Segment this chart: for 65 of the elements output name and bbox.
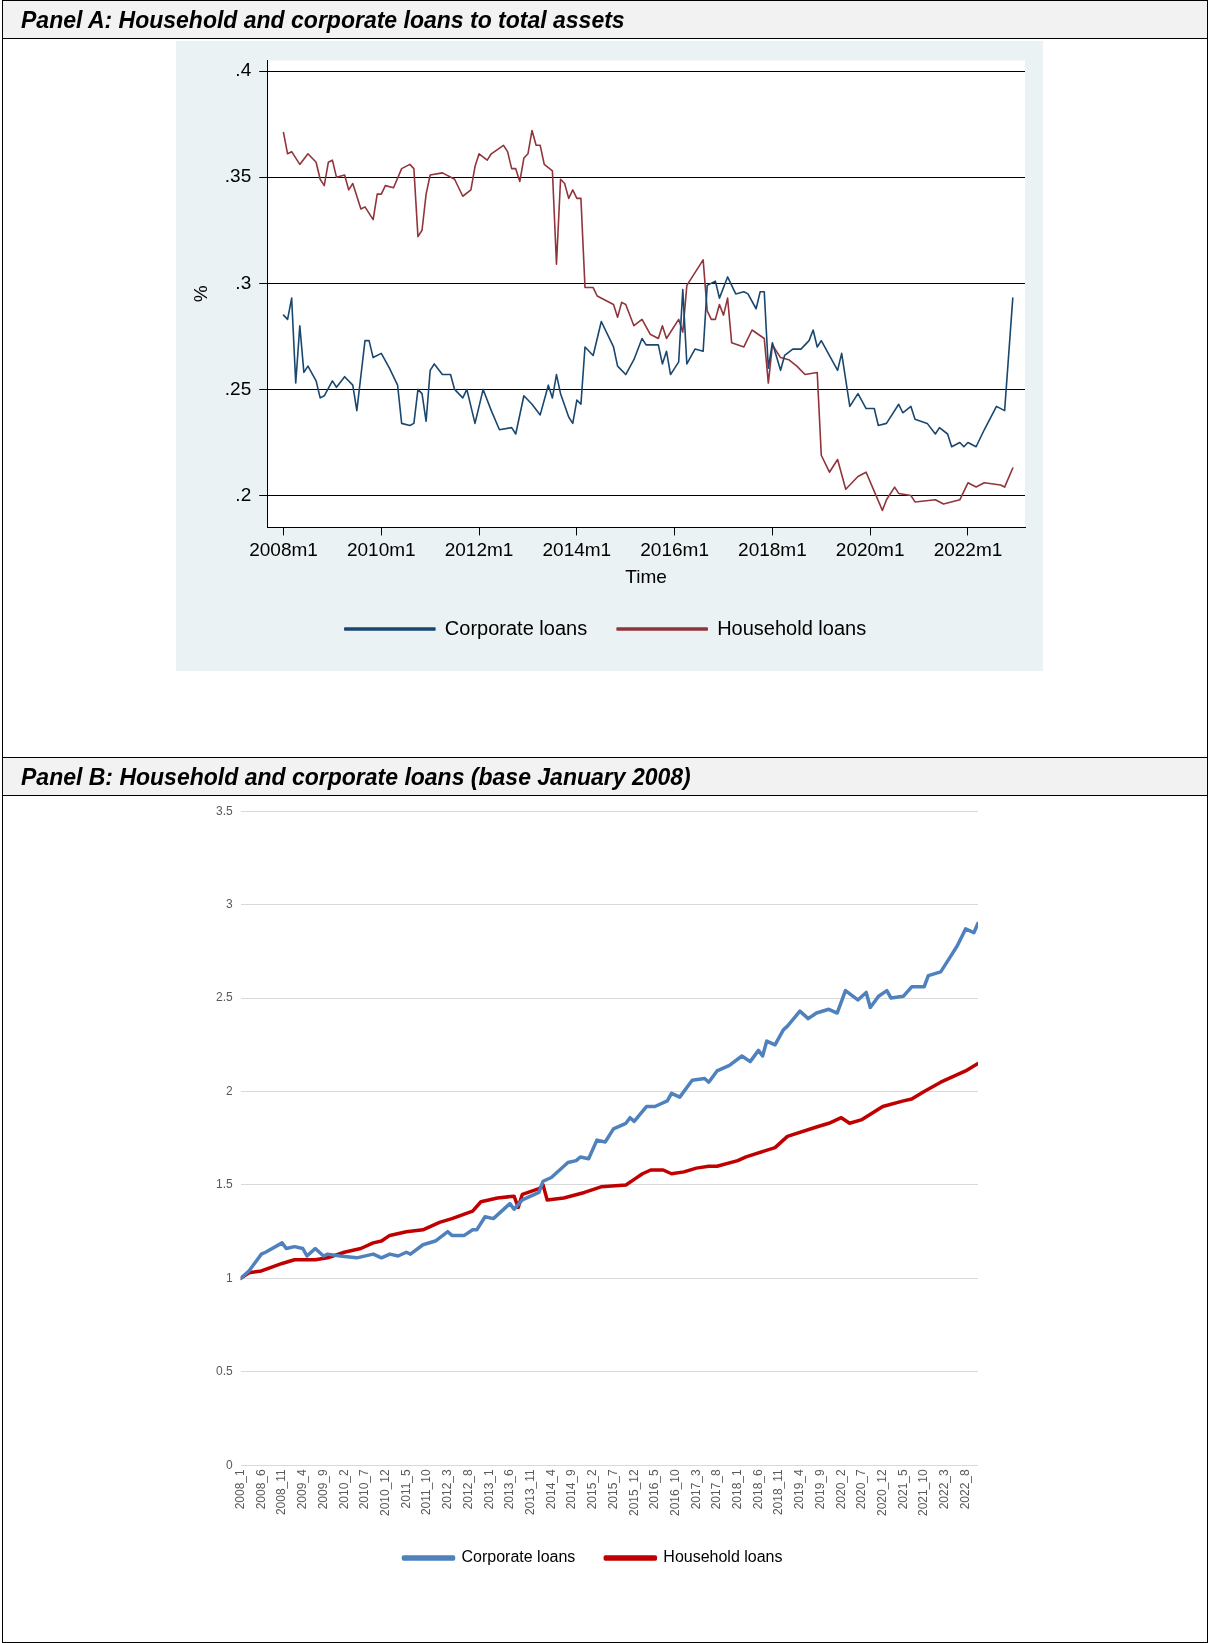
- legend-label: Corporate loans: [461, 1548, 576, 1566]
- y-tick-label: 1: [225, 1270, 233, 1285]
- y-tick-label: 2.5: [215, 990, 233, 1005]
- x-tick-label: 2014m1: [542, 539, 612, 561]
- x-tick-label: 2020m1: [835, 539, 905, 561]
- chart-title: Panel B: Household and corporate loans (base January 2008): [3, 758, 1207, 796]
- x-tick-label: 2012m1: [444, 539, 514, 561]
- x-tick-label: 2018_1: [730, 1468, 745, 1510]
- x-tick-label: 2015_2: [585, 1468, 600, 1510]
- y-tick-label: .2: [235, 483, 252, 505]
- x-tick-label: 2008_6: [253, 1468, 268, 1510]
- x-tick-label: 2015_12: [626, 1468, 641, 1516]
- x-tick-label: 2011_10: [419, 1468, 434, 1516]
- y-tick-label: 0.5: [215, 1364, 233, 1379]
- x-tick-label: 2015_7: [605, 1468, 620, 1510]
- x-tick-label: 2012_8: [460, 1468, 475, 1510]
- y-tick-label: 2: [225, 1083, 233, 1098]
- x-tick-label: 2012_3: [440, 1468, 455, 1510]
- x-tick-label: 2020_12: [875, 1468, 890, 1516]
- x-tick-label: 2017_8: [709, 1468, 724, 1510]
- y-tick-label: 0: [225, 1457, 233, 1472]
- y-tick-label: 3: [225, 896, 233, 911]
- x-axis-title: Time: [625, 565, 667, 587]
- x-tick-label: 2016m1: [640, 539, 709, 561]
- x-tick-label: 2008_1: [232, 1468, 247, 1510]
- x-tick-label: 2019_9: [812, 1468, 827, 1510]
- x-tick-label: 2020_7: [854, 1468, 869, 1510]
- x-tick-label: 2022_3: [937, 1468, 952, 1510]
- y-tick-label: 3.5: [215, 803, 233, 818]
- x-tick-label: 2020_2: [833, 1468, 848, 1510]
- x-tick-label: 2011_5: [398, 1468, 413, 1509]
- x-tick-label: 2016_10: [667, 1468, 682, 1516]
- x-tick-label: 2010_2: [336, 1468, 351, 1510]
- x-tick-label: 2014_4: [543, 1468, 558, 1510]
- legend-label: Household loans: [717, 616, 867, 639]
- x-tick-label: 2009_9: [315, 1468, 330, 1510]
- x-tick-label: 2018_11: [771, 1468, 786, 1516]
- legend-label: Household loans: [663, 1548, 783, 1566]
- y-axis-title: %: [189, 285, 211, 303]
- legend-label: Corporate loans: [444, 616, 588, 639]
- y-tick-label: .3: [235, 271, 252, 293]
- x-tick-label: 2014_9: [564, 1468, 579, 1510]
- x-tick-label: 2022m1: [933, 539, 1003, 561]
- y-tick-label: .35: [224, 165, 252, 187]
- x-tick-label: 2017_3: [688, 1468, 703, 1510]
- y-tick-label: .25: [224, 377, 252, 399]
- x-tick-label: 2021_10: [916, 1468, 931, 1516]
- x-tick-label: 2013_1: [481, 1468, 496, 1510]
- x-tick-label: 2009_4: [295, 1468, 310, 1510]
- x-tick-label: 2013_6: [502, 1468, 517, 1510]
- x-tick-label: 2018_6: [750, 1468, 765, 1510]
- x-tick-label: 2019_4: [792, 1468, 807, 1510]
- x-tick-label: 2018m1: [738, 539, 807, 561]
- x-tick-label: 2021_5: [895, 1468, 910, 1510]
- y-tick-label: 1.5: [215, 1177, 233, 1192]
- x-tick-label: 2016_5: [647, 1468, 662, 1510]
- y-tick-label: .4: [235, 59, 252, 81]
- x-tick-label: 2010m1: [346, 539, 416, 561]
- x-tick-label: 2010_7: [357, 1468, 372, 1510]
- x-tick-label: 2010_12: [377, 1468, 392, 1516]
- x-tick-label: 2022_8: [957, 1468, 972, 1510]
- x-tick-label: 2013_11: [522, 1468, 537, 1516]
- x-tick-label: 2008_11: [274, 1468, 289, 1516]
- chart-title: Panel A: Household and corporate loans to total assets: [3, 1, 1207, 39]
- x-tick-label: 2008m1: [249, 539, 318, 561]
